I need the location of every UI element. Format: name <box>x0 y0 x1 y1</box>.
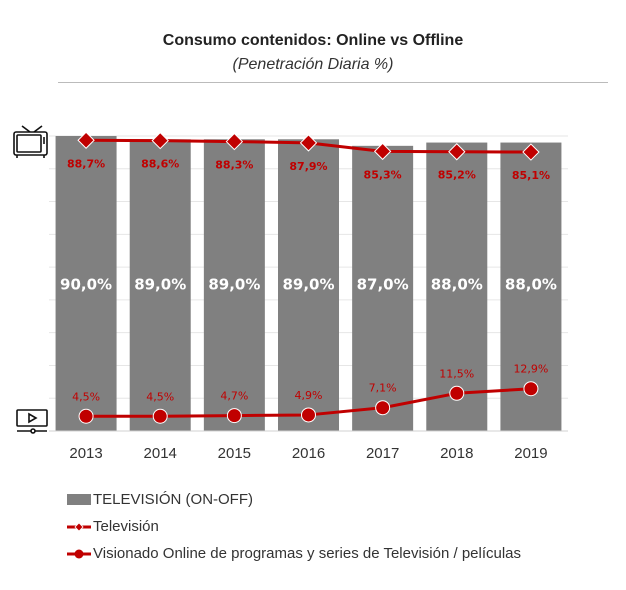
circle-marker <box>152 408 168 424</box>
chart-svg: 90,0% 89,0% 89,0% 89,0% 87,0% 88,0% 88,0% 2013 2… <box>13 125 568 462</box>
legend-bar-swatch <box>67 494 91 505</box>
diamond-marker-icon <box>67 521 91 532</box>
circle-marker <box>449 385 465 401</box>
x-tick-label: 2015 <box>218 445 251 462</box>
chart-title: Consumo contenidos: Online vs Offline <box>162 32 464 49</box>
line-data-label: 85,2% <box>438 169 476 182</box>
diamond-marker <box>299 134 318 152</box>
x-tick-label: 2016 <box>292 445 325 462</box>
line-data-label: 88,6% <box>141 158 179 171</box>
legend-label: TELEVISIÓN (ON-OFF) <box>93 491 254 508</box>
bar-data-label: 89,0% <box>208 276 260 294</box>
diamond-marker <box>151 131 169 150</box>
legend-item-bar: TELEVISIÓN (ON-OFF) <box>67 486 521 513</box>
line-data-label: 12,9% <box>513 363 548 376</box>
diamond-marker <box>448 143 466 161</box>
diamond-marker <box>77 131 95 149</box>
x-tick-label: 2014 <box>144 445 177 462</box>
bar-data-label: 87,0% <box>357 276 409 294</box>
bar-data-label: 89,0% <box>134 276 186 294</box>
circle-marker <box>301 407 316 423</box>
bar <box>278 139 339 431</box>
diamond-marker <box>522 143 540 161</box>
bar <box>129 139 191 431</box>
circle-marker <box>523 381 539 397</box>
x-tick-label: 2019 <box>514 445 547 462</box>
circle-marker <box>375 400 391 416</box>
line-data-label: 85,1% <box>512 169 550 182</box>
video-player-icon <box>16 409 48 434</box>
line-data-label: 85,3% <box>364 168 402 181</box>
bar <box>203 139 265 431</box>
line-data-label: 87,9% <box>289 160 327 173</box>
title-divider <box>58 82 608 83</box>
line-data-label: 88,3% <box>215 159 253 172</box>
bar-data-label: 90,0% <box>60 276 112 294</box>
circle-marker-icon <box>67 549 91 558</box>
line-data-label: 4,5% <box>72 390 100 403</box>
circle-marker <box>78 408 94 424</box>
diamond-marker <box>373 142 392 161</box>
bar <box>426 142 488 432</box>
legend-item-tv-line: Televisión <box>67 513 521 540</box>
line-data-label: 7,1% <box>369 382 397 395</box>
bar-data-label: 88,0% <box>505 276 557 294</box>
legend-item-online-line: Visionado Online de programas y series d… <box>67 540 521 567</box>
chart-subtitle: (Penetración Diaria %) <box>232 56 394 73</box>
bar <box>352 145 414 432</box>
line-data-label: 4,5% <box>146 390 174 403</box>
bar <box>55 136 117 431</box>
legend-label: Visionado Online de programas y series d… <box>93 545 522 562</box>
bar-data-label: 89,0% <box>282 276 334 294</box>
x-tick-label: 2013 <box>69 445 102 462</box>
x-tick-label: 2017 <box>366 445 399 462</box>
x-tick-label: 2018 <box>440 445 473 462</box>
line-data-label: 4,9% <box>295 389 323 402</box>
line-data-label: 11,5% <box>439 367 474 380</box>
circle-marker <box>226 408 242 424</box>
diamond-marker <box>225 132 244 151</box>
tv-icon <box>13 125 48 158</box>
line-data-label: 88,7% <box>67 157 105 170</box>
legend: TELEVISIÓN (ON-OFF) Televisión Visionado… <box>67 486 521 567</box>
line-data-label: 4,7% <box>220 390 248 403</box>
bar-data-label: 88,0% <box>431 276 483 294</box>
legend-label: Televisión <box>93 518 159 535</box>
